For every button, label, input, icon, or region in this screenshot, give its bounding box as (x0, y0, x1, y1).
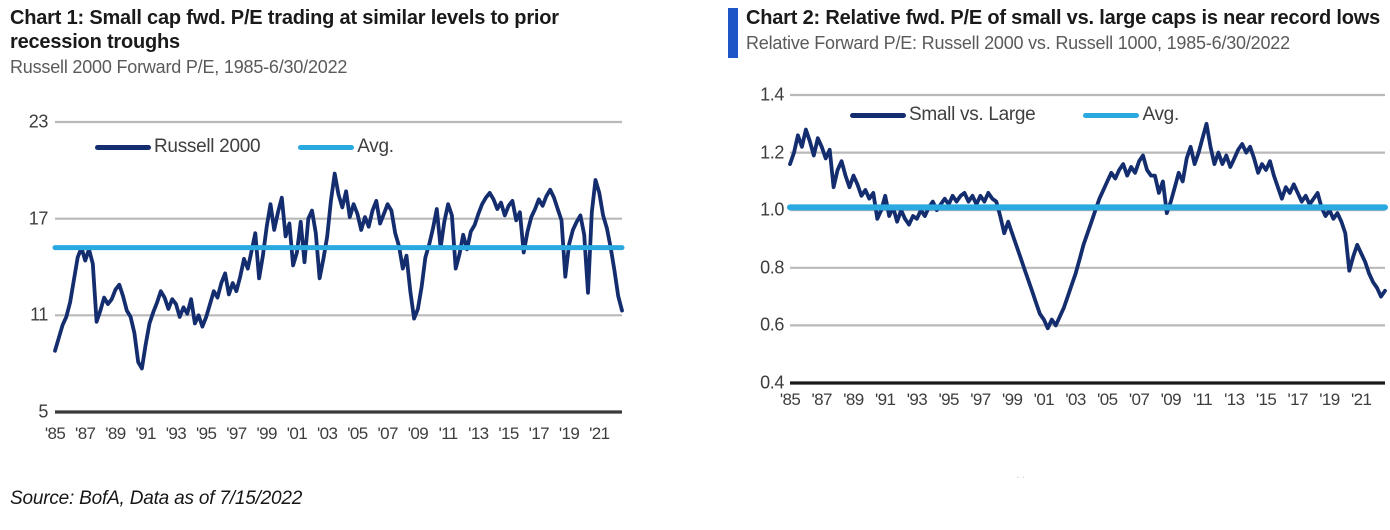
x-tick-label: '03 (316, 424, 338, 443)
legend-item-small-vs-large: Small vs. Large (850, 104, 1036, 126)
chart2-legend: Small vs. Large Avg. (850, 104, 1179, 126)
series-line (788, 121, 1387, 331)
x-tick-label: '99 (256, 424, 277, 443)
small-vs-large-legend-label: Small vs. Large (909, 104, 1036, 125)
chart1-svg (52, 120, 625, 414)
y-tick-label: 1.0 (760, 199, 784, 220)
small-vs-large-line-swatch (850, 112, 906, 118)
x-tick-label: '87 (75, 424, 96, 443)
chart2-title-block: Chart 2: Relative fwd. P/E of small vs. … (746, 6, 1390, 54)
x-tick-label: '05 (1097, 390, 1118, 409)
x-tick-label: '07 (1128, 390, 1150, 409)
x-tick-label: '97 (226, 424, 247, 443)
y-tick-label: 11 (30, 304, 48, 325)
footnote-dots: .. (1016, 466, 1028, 481)
chart2-x-axis: '85 '87 '89 '91 '93 '95 '97 '99 '01 '03 '05 '07 '09 '… (780, 390, 1385, 414)
x-tick-label: '85 (44, 424, 66, 443)
y-tick-label: 0.4 (760, 372, 784, 393)
x-tick-label: '17 (1287, 390, 1309, 409)
series-line (53, 171, 624, 371)
chart1-subtitle: Russell 2000 Forward P/E, 1985-6/30/2022 (10, 57, 348, 77)
x-tick-label: '17 (528, 424, 550, 443)
chart2-panel: Chart 2: Relative fwd. P/E of small vs. … (718, 6, 1390, 409)
russell-2000-line-swatch (95, 144, 151, 150)
y-tick-label: 0.8 (760, 257, 784, 278)
chart1-x-axis: '85 '87 '89 '91 '93 '95 '97 '99 '01 '03 '05 '07 '09 '… (45, 424, 622, 448)
x-tick-label: '93 (165, 424, 187, 443)
x-tick-label: '07 (377, 424, 398, 443)
x-tick-label: '89 (105, 424, 126, 443)
x-tick-label: '91 (875, 390, 896, 409)
x-tick-label: '15 (498, 424, 519, 443)
x-tick-label: '01 (1033, 390, 1055, 409)
x-tick-label: '11 (438, 424, 459, 443)
x-tick-label: '09 (1160, 390, 1182, 409)
avg-legend-label: Avg. (357, 136, 394, 157)
y-tick-label: 17 (28, 208, 49, 229)
russell-2000-legend-label: Russell 2000 (154, 136, 261, 157)
x-tick-label: '11 (1192, 390, 1213, 409)
chart2-title: Chart 2: Relative fwd. P/E of small vs. … (746, 7, 1381, 29)
x-tick-label: '95 (938, 390, 959, 409)
x-tick-label: '19 (1319, 390, 1340, 409)
legend-item-russell-2000: Russell 2000 (95, 136, 261, 158)
chart1-legend: Russell 2000 Avg. (95, 136, 394, 158)
chart2-svg (787, 93, 1388, 385)
x-tick-label: '05 (347, 424, 368, 443)
avg-line-swatch (1083, 112, 1140, 118)
source-note: Source: BofA, Data as of 7/15/2022 (10, 488, 303, 509)
chart2-plot: 1.4 1.2 1.0 0.8 0.6 0.4 Small vs. Large Avg. … (718, 84, 1390, 444)
x-tick-label: '21 (589, 424, 610, 443)
chart2-y-axis: 1.4 1.2 1.0 0.8 0.6 0.4 (748, 85, 784, 393)
chart1-plot: 23 17 11 5 Russell 2000 Avg. '85 '87 '89 '91 '9… (10, 106, 660, 466)
chart1-panel: Chart 1: Small cap fwd. P/E trading at s… (10, 6, 670, 443)
x-tick-label: '93 (906, 390, 928, 409)
avg-legend-label: Avg. (1142, 104, 1179, 125)
x-tick-label: '97 (970, 390, 991, 409)
y-tick-label: 1.4 (760, 84, 784, 105)
y-tick-label: 0.6 (760, 314, 784, 335)
y-tick-label: 5 (38, 401, 48, 422)
x-tick-label: '09 (407, 424, 429, 443)
x-tick-label: '15 (1255, 390, 1277, 409)
x-tick-label: '95 (196, 424, 217, 443)
x-tick-label: '89 (843, 390, 864, 409)
x-tick-label: '03 (1065, 390, 1086, 409)
y-tick-label: 23 (28, 111, 49, 132)
x-tick-label: '21 (1351, 390, 1372, 409)
chart2-accent-bar (728, 8, 738, 58)
legend-item-avg: Avg. (298, 136, 394, 158)
legend-item-avg: Avg. (1083, 104, 1179, 126)
chart1-y-axis: 23 17 11 5 (10, 112, 49, 422)
x-tick-label: '85 (779, 390, 801, 409)
chart2-subtitle: Relative Forward P/E: Russell 2000 vs. R… (746, 33, 1290, 53)
x-tick-label: '01 (286, 424, 308, 443)
avg-line-swatch (298, 144, 355, 150)
x-tick-label: '13 (468, 424, 489, 443)
chart1-title: Chart 1: Small cap fwd. P/E trading at s… (10, 7, 559, 53)
x-tick-label: '91 (135, 424, 157, 443)
y-tick-label: 1.2 (760, 142, 784, 163)
x-tick-label: '13 (1224, 390, 1245, 409)
x-tick-label: '99 (1001, 390, 1023, 409)
x-tick-label: '87 (811, 390, 833, 409)
x-tick-label: '19 (558, 424, 580, 443)
